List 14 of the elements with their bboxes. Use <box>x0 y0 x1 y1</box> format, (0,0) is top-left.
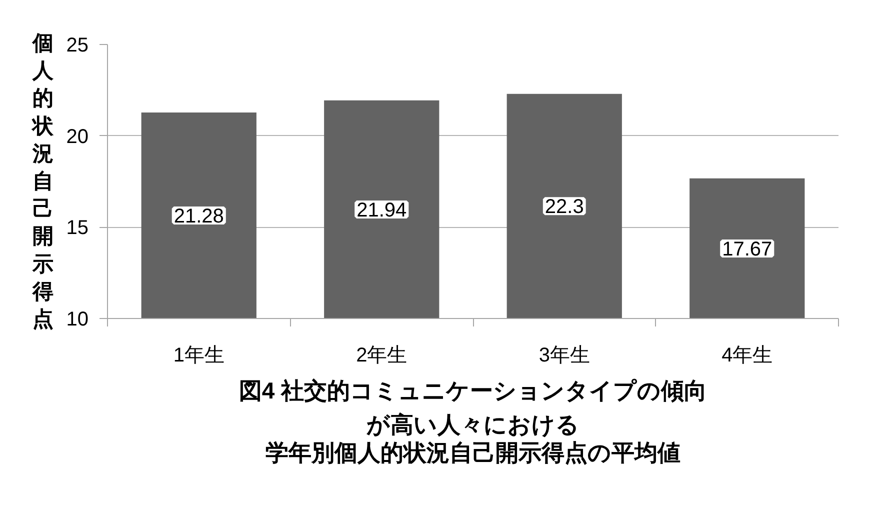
data-label: 21.28 <box>174 205 224 228</box>
text: 図4 社交的コミュニケーションタイプの傾向が高い人々における学年別個人的状況自己開示得点の平均値 <box>238 378 708 466</box>
text: 個人的状況自己開示得点 <box>32 32 54 331</box>
x-tick-label: 2年生 <box>356 344 408 366</box>
y-tick-label: 15 <box>66 217 89 240</box>
x-tick-label: 1年生 <box>173 344 224 366</box>
x-tick-label: 3年生 <box>538 344 590 366</box>
data-label: 17.67 <box>722 238 772 260</box>
x-tick-label: 4年生 <box>722 344 773 366</box>
y-tick-label: 20 <box>66 126 89 148</box>
data-label: 21.94 <box>356 199 407 222</box>
y-tick-label: 25 <box>66 34 89 56</box>
data-label: 22.3 <box>544 196 584 218</box>
y-tick-label: 10 <box>66 308 89 330</box>
